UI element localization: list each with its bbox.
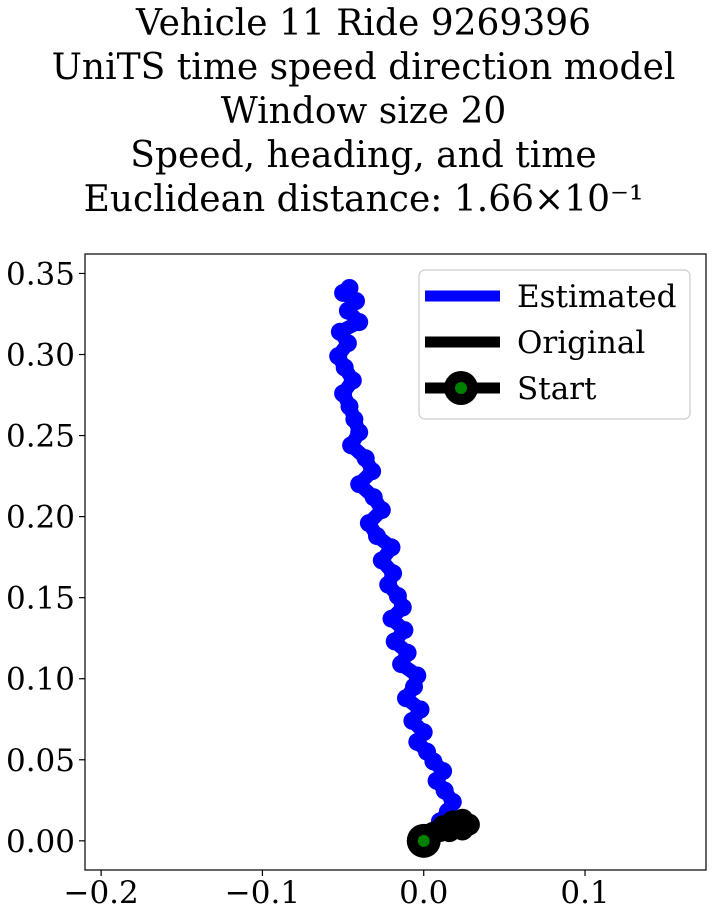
legend-original-label: Original [517, 325, 645, 361]
start-marker-dot [417, 834, 430, 847]
legend: Estimated Original Start [418, 269, 691, 420]
title-line: Window size 20 [220, 91, 507, 132]
y-tick-label: 0.25 [6, 419, 75, 455]
title-line: Euclidean distance: 1.66×10⁻¹ [83, 179, 644, 220]
series-point-estimated [395, 621, 414, 640]
legend-estimated-label: Estimated [517, 279, 676, 315]
title-line: Vehicle 11 Ride 9269396 [135, 3, 592, 44]
y-tick-label: 0.10 [6, 662, 75, 698]
legend-start-marker-dot [455, 382, 467, 394]
series-point-estimated [382, 609, 401, 628]
series-point-estimated [408, 666, 427, 685]
series-point-estimated [350, 475, 369, 494]
y-tick-label: 0.05 [6, 743, 75, 779]
plot-frame [84, 253, 707, 871]
series-point-estimated [364, 488, 383, 507]
series-point-estimated [384, 564, 403, 583]
title-line: UniTS time speed direction model [51, 47, 676, 88]
series-point-estimated [372, 551, 391, 570]
y-tick-label: 0.30 [6, 338, 75, 374]
series-point-estimated [350, 313, 369, 332]
series-point-estimated [342, 436, 361, 455]
legend-start-label: Start [517, 371, 597, 407]
x-tick-label: 0.0 [399, 875, 448, 911]
series-point-estimated [414, 723, 433, 742]
series-point-estimated [340, 279, 359, 297]
series-point-estimated [359, 514, 378, 533]
y-tick-label: 0.35 [6, 256, 75, 292]
y-tick-label: 0.20 [6, 500, 75, 536]
x-tick-label: 0.1 [560, 875, 609, 911]
series-point-estimated [330, 322, 349, 341]
series-point-estimated [343, 371, 362, 390]
data-layer [329, 279, 480, 858]
x-tick-label: −0.1 [225, 875, 300, 911]
y-tick-label: 0.15 [6, 581, 75, 617]
series-point-estimated [368, 527, 386, 546]
y-tick-label: 0.00 [6, 824, 75, 860]
title-line: Speed, heading, and time [130, 135, 597, 176]
series-point-estimated [382, 538, 401, 557]
chart-title: Vehicle 11 Ride 9269396 UniTS time speed… [0, 0, 727, 222]
series-point-estimated [398, 643, 417, 662]
legend-box [418, 269, 691, 420]
series-point-estimated [372, 501, 391, 520]
x-tick-label: −0.2 [63, 875, 138, 911]
series-point-estimated [334, 384, 353, 403]
series-point-estimated [411, 700, 430, 719]
series-point-estimated [329, 347, 348, 366]
series-point-estimated [356, 449, 375, 468]
axes-layer: −0.2 −0.1 0.0 0.1 0.00 0.05 0.10 0.15 0.20 0.25 0.… [6, 256, 610, 911]
